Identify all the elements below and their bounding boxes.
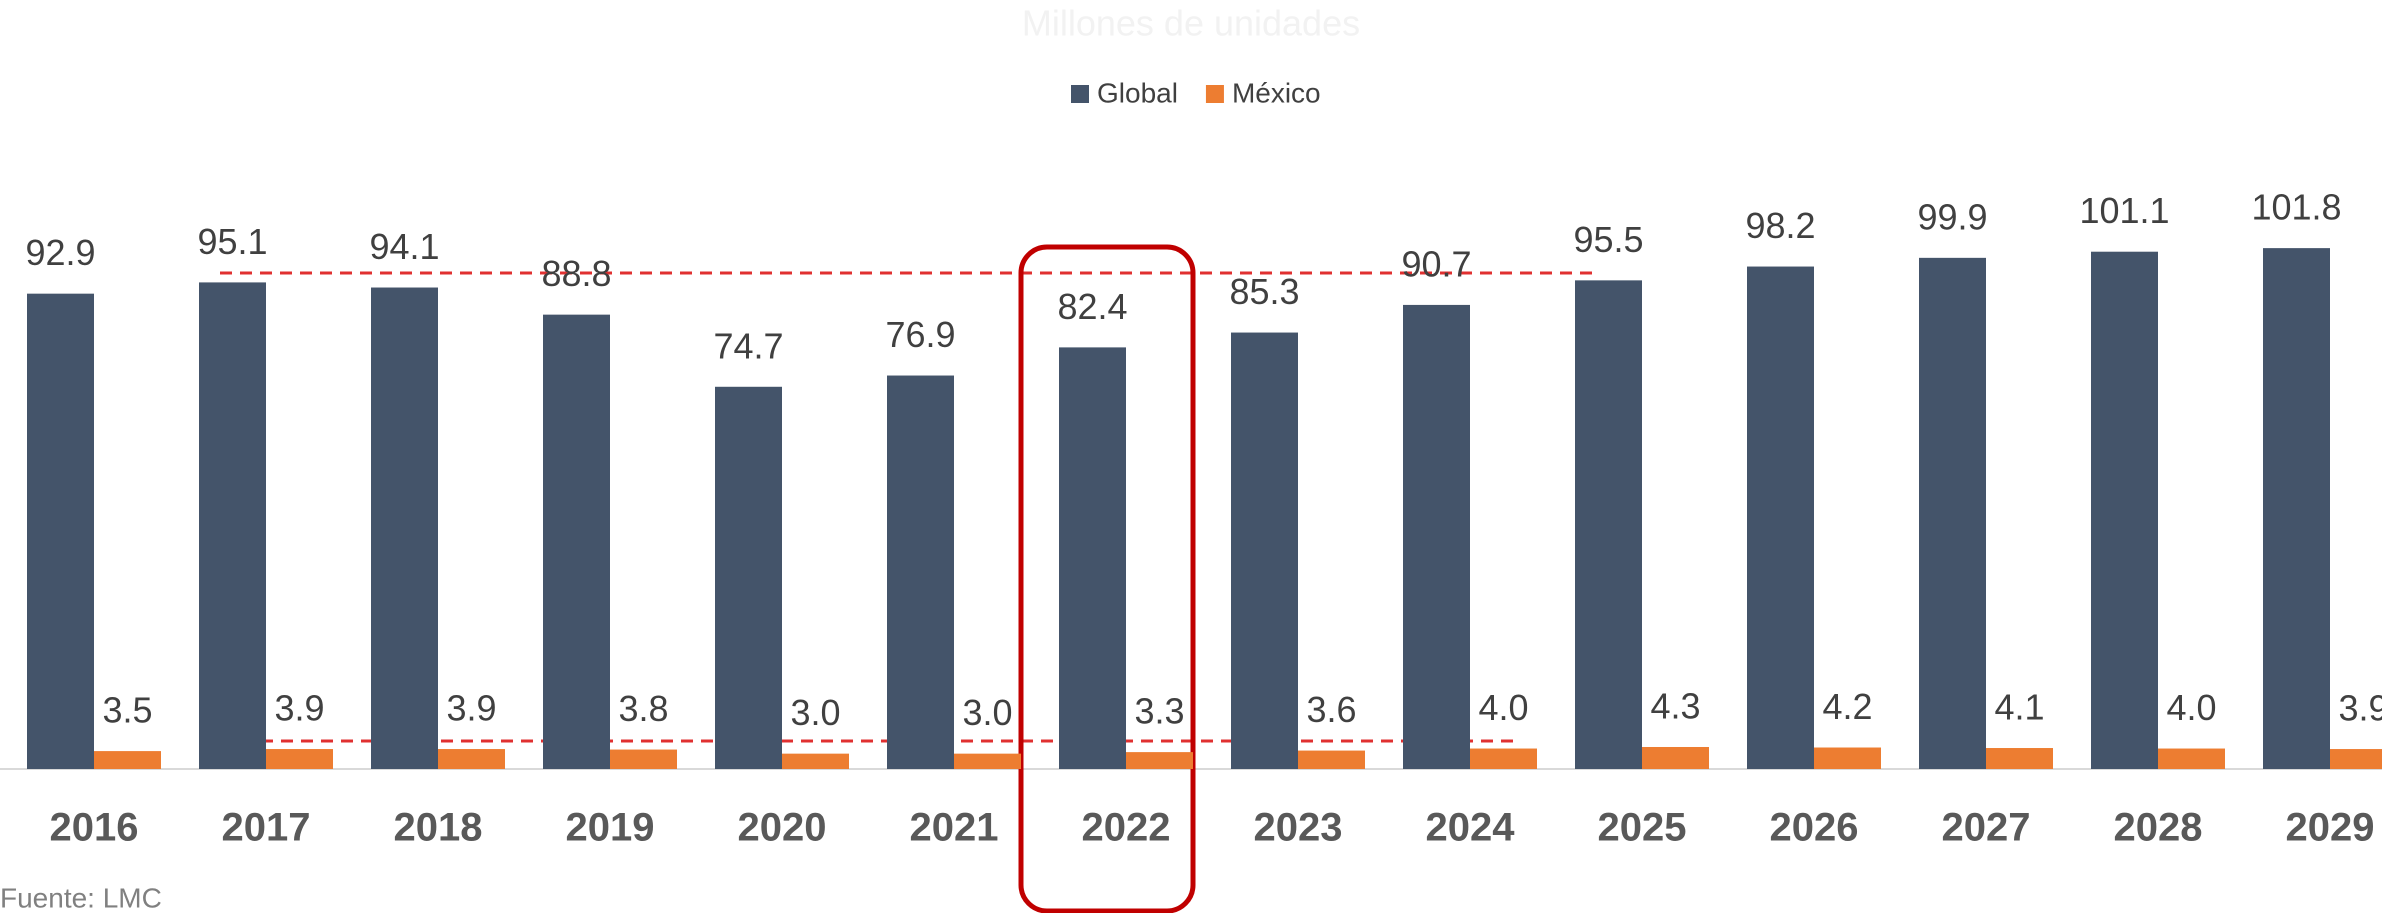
- bar: [610, 749, 677, 769]
- value-label: 3.9: [446, 688, 496, 729]
- legend-label: Global: [1097, 77, 1178, 108]
- value-label: 98.2: [1745, 205, 1815, 246]
- bar: [2263, 248, 2330, 769]
- value-label: 101.8: [2251, 187, 2341, 228]
- bar: [954, 753, 1021, 769]
- value-label: 95.1: [197, 221, 267, 262]
- value-label: 101.1: [2079, 190, 2169, 231]
- x-tick-label: 2024: [1426, 806, 1516, 850]
- bar: [2330, 749, 2382, 769]
- bar: [1575, 280, 1642, 769]
- value-label: 3.0: [790, 692, 840, 733]
- legend-swatch: [1205, 85, 1224, 103]
- x-tick-label: 2017: [222, 806, 311, 850]
- value-label: 4.1: [1994, 687, 2044, 728]
- x-tick-label: 2019: [566, 806, 655, 850]
- highlight-box: [1018, 244, 1196, 913]
- value-label: 3.9: [2338, 688, 2382, 729]
- value-label: 4.0: [1478, 687, 1528, 728]
- bar: [1470, 748, 1537, 769]
- value-label: 99.9: [1917, 196, 1987, 237]
- x-tick-label: 2016: [50, 806, 139, 850]
- value-label: 3.9: [274, 688, 324, 729]
- source: Fuente: LMC: [0, 882, 162, 913]
- x-tick-label: 2021: [910, 806, 999, 850]
- bar: [2091, 251, 2158, 769]
- x-tick-label: 2029: [2286, 806, 2375, 850]
- x-tick-label: 2020: [738, 806, 827, 850]
- bar: [266, 749, 333, 769]
- x-tick-label: 2025: [1598, 806, 1687, 850]
- bar: [1986, 748, 2053, 769]
- bar: [27, 293, 94, 769]
- bar: [371, 287, 438, 769]
- value-label: 82.4: [1057, 286, 1127, 327]
- value-label: 3.8: [618, 688, 668, 729]
- bar: [887, 375, 954, 769]
- bar: [1059, 347, 1126, 769]
- x-tick-label: 2022: [1082, 806, 1171, 850]
- bar: [1403, 304, 1470, 769]
- value-label: 92.9: [25, 232, 95, 273]
- x-tick-label: 2026: [1770, 806, 1859, 850]
- value-label: 3.0: [962, 692, 1012, 733]
- value-label: 76.9: [885, 314, 955, 355]
- legend-swatch: [1071, 85, 1089, 103]
- legend-label: México: [1232, 77, 1321, 108]
- value-label: 88.8: [541, 253, 611, 294]
- value-label: 74.7: [713, 325, 783, 366]
- bar: [1126, 752, 1193, 769]
- x-tick-label: 2027: [1942, 806, 2031, 850]
- bar: [1919, 257, 1986, 769]
- bar: [1814, 747, 1881, 769]
- chart-title: Millones de unidades: [1022, 3, 1360, 44]
- x-tick-label: 2023: [1254, 806, 1343, 850]
- value-label: 95.5: [1573, 219, 1643, 260]
- value-label: 3.5: [102, 690, 152, 731]
- value-label: 94.1: [369, 226, 439, 267]
- bar: [1747, 266, 1814, 769]
- value-label: 4.3: [1650, 686, 1700, 727]
- bar: [94, 751, 161, 769]
- x-tick-label: 2028: [2114, 806, 2203, 850]
- bar: [2158, 748, 2225, 769]
- x-tick-label: 2018: [394, 806, 483, 850]
- bar: [1298, 750, 1365, 769]
- bar: [715, 386, 782, 769]
- value-label: 3.6: [1306, 689, 1356, 730]
- value-label: 4.0: [2166, 687, 2216, 728]
- bar: [438, 749, 505, 769]
- value-label: 3.3: [1134, 691, 1184, 732]
- bar: [782, 753, 849, 769]
- value-label: 4.2: [1822, 686, 1872, 727]
- value-label: 85.3: [1229, 271, 1299, 312]
- value-label: 90.7: [1401, 243, 1471, 284]
- bar: [199, 282, 266, 769]
- bar: [1231, 332, 1298, 769]
- bar: [1642, 746, 1709, 769]
- bar: [543, 314, 610, 769]
